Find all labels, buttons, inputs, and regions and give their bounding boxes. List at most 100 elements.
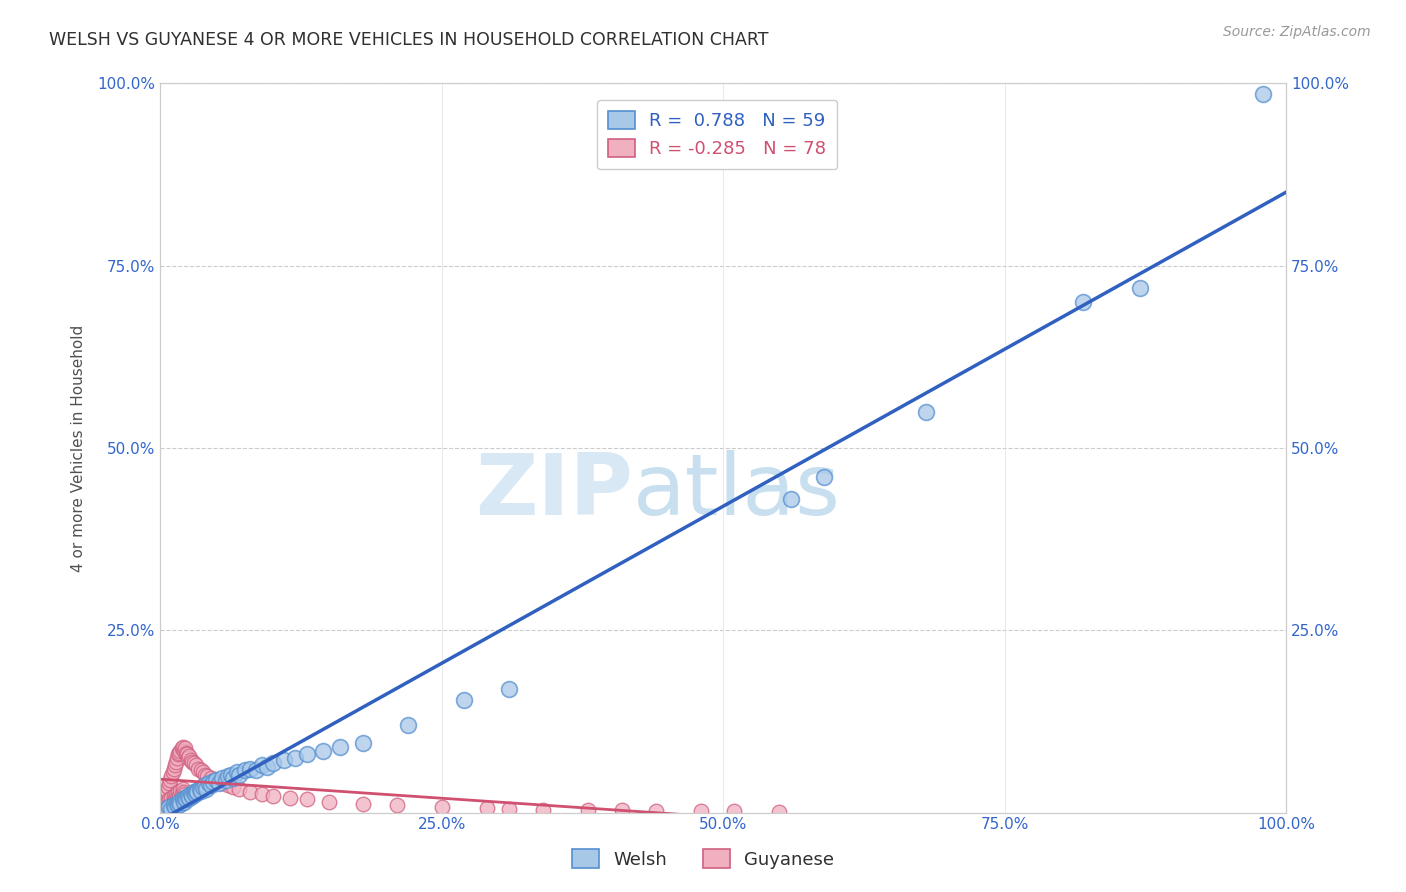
Point (205, 772, 228, 787)
Point (352, 797, 374, 811)
Point (172, 782, 194, 797)
Point (184, 787, 207, 801)
Point (155, 802, 177, 816)
Point (1073, 295, 1095, 310)
Point (239, 785, 262, 799)
Point (169, 743, 191, 757)
Point (166, 797, 188, 811)
Point (177, 751, 200, 765)
Text: Source: ZipAtlas.com: Source: ZipAtlas.com (1223, 25, 1371, 39)
Point (166, 751, 188, 765)
Point (172, 739, 194, 754)
Point (245, 764, 267, 778)
Point (689, 804, 711, 818)
Point (163, 789, 186, 804)
Point (172, 792, 194, 806)
Point (174, 791, 197, 805)
Point (169, 797, 191, 811)
Point (233, 764, 256, 778)
Point (779, 491, 801, 506)
Point (167, 785, 190, 799)
Point (162, 765, 184, 780)
Point (222, 771, 245, 785)
Point (214, 772, 236, 787)
Point (166, 791, 188, 805)
Point (169, 783, 191, 797)
Point (768, 805, 790, 819)
Point (163, 799, 186, 814)
Point (385, 798, 408, 813)
Point (163, 762, 186, 776)
Point (153, 791, 176, 805)
Point (152, 795, 174, 809)
Point (1253, 87, 1275, 102)
Point (186, 783, 208, 797)
Point (173, 795, 195, 809)
Point (186, 785, 208, 799)
Point (278, 791, 301, 805)
Point (813, 470, 835, 484)
Point (165, 787, 187, 801)
Point (194, 778, 217, 792)
Point (195, 782, 218, 797)
Point (157, 792, 180, 806)
Point (610, 803, 633, 817)
Point (152, 799, 174, 814)
Point (156, 783, 179, 797)
Point (163, 758, 186, 772)
Point (180, 789, 202, 804)
Point (262, 756, 284, 770)
Point (219, 767, 242, 781)
Point (194, 767, 217, 781)
Point (155, 798, 177, 813)
Point (160, 791, 183, 805)
Point (157, 799, 180, 814)
Point (644, 804, 666, 818)
Point (1129, 280, 1152, 294)
Point (190, 783, 212, 797)
Point (160, 769, 183, 783)
Point (200, 771, 222, 785)
Point (167, 798, 190, 813)
Point (217, 778, 239, 792)
Legend: Welsh, Guyanese: Welsh, Guyanese (564, 842, 842, 876)
Point (179, 791, 201, 805)
Point (576, 803, 599, 817)
Point (169, 746, 191, 760)
Point (162, 795, 184, 809)
Point (197, 776, 219, 790)
Point (180, 787, 202, 801)
Point (160, 802, 183, 816)
Point (352, 736, 374, 750)
Y-axis label: 4 or more Vehicles in Household: 4 or more Vehicles in Household (72, 325, 86, 572)
Point (157, 776, 180, 790)
Point (157, 780, 180, 794)
Text: ZIP: ZIP (475, 450, 633, 533)
Point (217, 769, 239, 783)
Point (498, 802, 520, 816)
Point (167, 747, 190, 762)
Point (170, 787, 193, 801)
Point (170, 741, 193, 756)
Point (318, 795, 340, 809)
Point (228, 767, 250, 781)
Point (169, 795, 191, 809)
Point (174, 787, 197, 801)
Point (208, 776, 231, 790)
Point (723, 804, 745, 818)
Point (159, 772, 181, 787)
Point (222, 780, 245, 794)
Text: WELSH VS GUYANESE 4 OR MORE VEHICLES IN HOUSEHOLD CORRELATION CHART: WELSH VS GUYANESE 4 OR MORE VEHICLES IN … (49, 31, 769, 49)
Point (183, 785, 205, 799)
Point (228, 782, 250, 797)
Point (225, 765, 247, 780)
Point (250, 787, 273, 801)
Point (163, 792, 186, 806)
Point (208, 775, 231, 789)
Point (157, 798, 180, 813)
Point (156, 795, 179, 809)
Point (914, 404, 936, 418)
Point (174, 746, 197, 760)
Point (179, 748, 201, 763)
Point (312, 743, 335, 757)
